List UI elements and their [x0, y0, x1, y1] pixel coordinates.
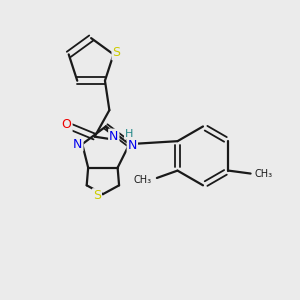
- Text: S: S: [93, 189, 101, 202]
- Text: CH₃: CH₃: [255, 169, 273, 178]
- Text: N: N: [128, 139, 137, 152]
- Text: O: O: [62, 118, 72, 131]
- Text: H: H: [125, 129, 133, 139]
- Text: N: N: [73, 138, 83, 151]
- Text: CH₃: CH₃: [134, 175, 152, 185]
- Text: N: N: [109, 130, 119, 142]
- Text: S: S: [112, 46, 121, 59]
